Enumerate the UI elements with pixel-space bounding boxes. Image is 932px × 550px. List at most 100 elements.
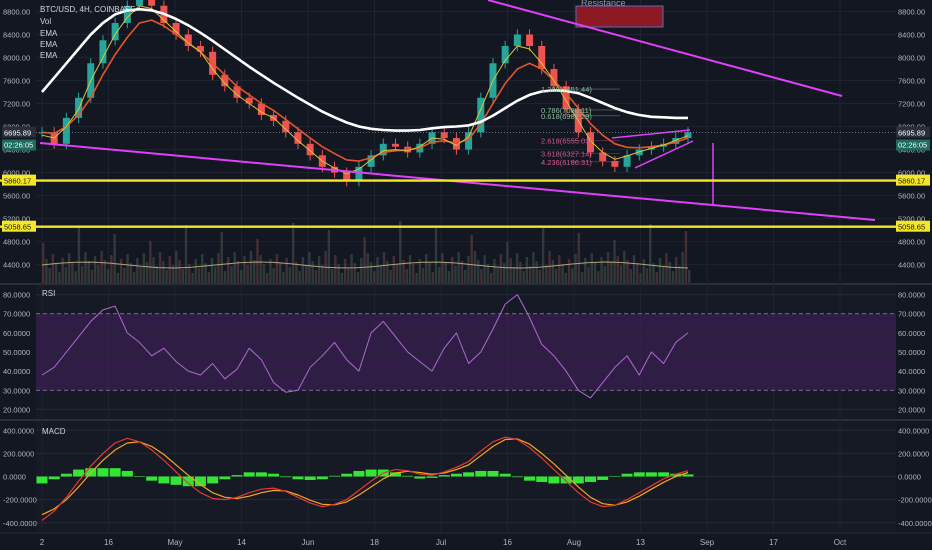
countdown-timer-right: 02:26:05 [898, 141, 927, 150]
volume-bar [434, 228, 438, 283]
volume-bar [223, 271, 227, 283]
candle-body [306, 143, 314, 156]
macd-tick-label-right: 200.0000 [898, 449, 929, 458]
macd-histogram-bar [609, 476, 621, 477]
volume-bar [623, 251, 626, 283]
fib-level-label: 4.236(6186.31) [541, 158, 592, 167]
candle-body [477, 97, 485, 133]
countdown-tag-right [896, 139, 930, 151]
volume-bar [311, 261, 314, 283]
volume-bar [347, 268, 350, 283]
candle-body [684, 132, 692, 139]
rsi-tick-label-left: 40.0000 [3, 367, 30, 376]
candle-body [221, 74, 229, 87]
macd-tick-label-left: -200.0000 [3, 496, 37, 505]
candle-body [440, 132, 448, 139]
volume-bar [301, 257, 305, 283]
volume-bar [240, 270, 243, 283]
price-pane[interactable] [38, 0, 692, 187]
macd-histogram-bar [97, 468, 109, 477]
fib-level-label: 2.618(6555.03) [541, 137, 592, 146]
macd-histogram-bar [584, 476, 596, 483]
rsi-line [41, 294, 689, 399]
volume-bar [126, 254, 129, 283]
volume-bar [308, 252, 311, 283]
price-tick-label-left: 8400.00 [3, 31, 30, 40]
macd-histogram-bar [670, 473, 682, 477]
volume-bar [253, 260, 256, 283]
fib-level-label: 0.618(6987.29) [541, 112, 592, 121]
volume-bar [162, 261, 165, 283]
volume-bar [100, 251, 103, 283]
price-tick-label-left: 8000.00 [3, 54, 30, 63]
volume-bar [392, 256, 395, 283]
volume-bar [451, 257, 454, 283]
volume-bar [71, 262, 74, 283]
macd-tick-label-right: -400.0000 [898, 519, 932, 528]
volume-bar [275, 254, 279, 283]
volume-bar [376, 257, 379, 283]
volume-bar [574, 254, 577, 283]
volume-bar [525, 257, 529, 283]
volume-bar [580, 272, 584, 283]
macd-histogram-bar [389, 472, 401, 477]
volume-bar [113, 234, 116, 283]
macd-tick-label-right: 0.0000 [898, 473, 921, 482]
volume-bar [460, 261, 464, 283]
candle-body [294, 132, 302, 144]
volume-bar [438, 267, 441, 283]
macd-histogram-bar [60, 473, 72, 477]
volume-bar [317, 256, 321, 283]
price-tick-label-right: 6000.00 [898, 169, 925, 178]
macd-histogram-bar [48, 476, 60, 480]
rsi-pane[interactable]: 80.0000 80.0000 70.0000 70.0000 60.0000 60.00… [3, 291, 925, 415]
volume-bar [350, 254, 353, 283]
pennant-top-line [611, 129, 691, 139]
volume-bar [538, 270, 542, 283]
price-tick-label-right: 7200.00 [898, 100, 925, 109]
macd-pane[interactable]: 400.0000 400.0000 200.0000 200.0000 0.0000 0.… [3, 426, 932, 528]
price-tick-label-right: 5200.00 [898, 215, 925, 224]
volume-bar [467, 256, 470, 283]
volume-bar [421, 268, 425, 283]
x-tick-label: 16 [104, 538, 113, 547]
volume-bar [298, 271, 301, 283]
price-tick-label-left: 7200.00 [3, 100, 30, 109]
volume-bar [454, 266, 457, 283]
volume-bar [610, 261, 613, 283]
volume-bar [334, 255, 337, 283]
volume-bar [129, 263, 133, 283]
volume-bar [67, 253, 71, 283]
rsi-tick-label-right: 70.0000 [898, 310, 925, 319]
volume-bars [41, 221, 691, 283]
volume-bar [363, 237, 366, 283]
macd-histogram-bar [475, 470, 487, 477]
trend-lines[interactable]: 1.388(7451.44) 0.786(7088.11)0.618(6987.2… [0, 0, 896, 228]
volume-bar [415, 273, 418, 283]
macd-histogram-bar [524, 476, 536, 481]
volume-bar [353, 263, 357, 283]
macd-histogram-bar [658, 472, 670, 477]
price-tick-label-right: 8400.00 [898, 31, 925, 40]
macd-histogram-bar [146, 476, 158, 481]
x-tick-label: May [167, 538, 182, 547]
macd-histogram-bar [207, 476, 219, 484]
volume-bar [236, 261, 240, 283]
volume-bar [51, 254, 55, 283]
volume-bar [256, 239, 259, 283]
current-price-value-left: 6695.89 [4, 129, 31, 138]
macd-histogram-bar [280, 476, 292, 478]
macd-histogram-bar [109, 468, 121, 477]
candle-body [672, 138, 680, 144]
volume-bar [217, 253, 220, 283]
volume-bar [561, 264, 564, 283]
macd-histogram-bar [645, 472, 657, 477]
candle-body [550, 69, 558, 87]
volume-bar [554, 269, 558, 283]
rsi-tick-label-right: 40.0000 [898, 367, 925, 376]
rsi-tick-label-left: 30.0000 [3, 386, 30, 395]
volume-bar [227, 257, 230, 283]
macd-histogram-bar [597, 476, 609, 480]
candle-body [148, 0, 156, 6]
